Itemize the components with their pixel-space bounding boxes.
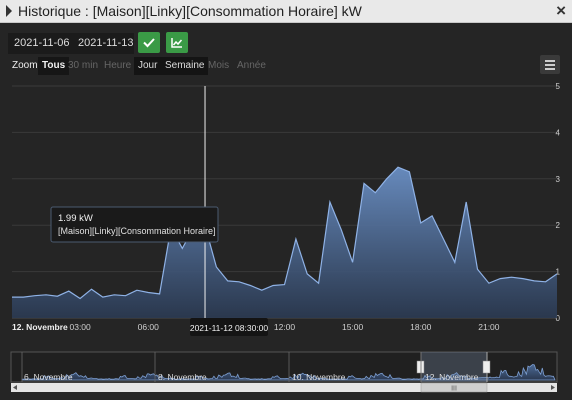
- zoom-month-button[interactable]: Mois: [208, 60, 230, 71]
- compare-button[interactable]: [166, 32, 188, 53]
- history-panel: [0, 23, 572, 400]
- zoom-30min-button[interactable]: 30 min: [68, 60, 99, 71]
- date-end-input[interactable]: [72, 33, 134, 54]
- check-icon: [143, 38, 155, 48]
- window-titlebar: Historique : [Maison][Linky][Consommatio…: [0, 0, 572, 23]
- close-button[interactable]: ×: [556, 1, 566, 20]
- zoom-week-button[interactable]: Semaine: [161, 57, 209, 75]
- validate-button[interactable]: [138, 32, 160, 53]
- zoom-day-button[interactable]: Jour: [134, 57, 162, 75]
- hamburger-menu-icon[interactable]: [540, 55, 560, 74]
- zoom-hour-button[interactable]: Heure: [104, 60, 132, 71]
- zoom-label: Zoom: [12, 60, 38, 71]
- collapse-arrow-icon[interactable]: [6, 5, 12, 17]
- date-start-input[interactable]: [8, 33, 72, 54]
- chart-icon: [171, 38, 183, 48]
- window-title: Historique : [Maison][Linky][Consommatio…: [18, 3, 362, 19]
- zoom-year-button[interactable]: Année: [237, 60, 266, 71]
- zoom-all-button[interactable]: Tous: [38, 57, 70, 75]
